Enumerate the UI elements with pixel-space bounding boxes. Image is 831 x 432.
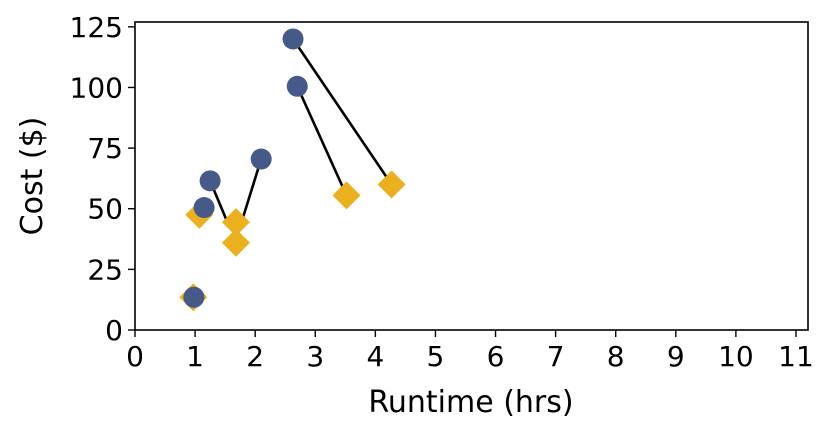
connector-lines xyxy=(208,38,393,222)
circle-marker xyxy=(286,75,308,97)
circle-marker xyxy=(183,286,205,308)
x-tick-label: 9 xyxy=(667,340,685,373)
y-tick-label: 25 xyxy=(87,253,123,286)
x-tick-label: 1 xyxy=(186,340,204,373)
x-tick-label: 6 xyxy=(487,340,505,373)
y-tick-label: 75 xyxy=(87,132,123,165)
x-tick-label: 11 xyxy=(778,340,814,373)
circle-marker xyxy=(282,28,304,50)
x-tick-label: 3 xyxy=(306,340,324,373)
circle-marker xyxy=(193,197,215,219)
y-axis-label: Cost ($) xyxy=(15,117,50,236)
circle-marker xyxy=(250,148,272,170)
x-axis-label: Runtime (hrs) xyxy=(368,385,573,420)
y-tick-label: 125 xyxy=(70,11,123,44)
x-tick-label: 2 xyxy=(246,340,264,373)
x-tick-label: 10 xyxy=(718,340,754,373)
y-tick-label: 0 xyxy=(105,314,123,347)
x-tick-label: 8 xyxy=(607,340,625,373)
y-axis-ticks: 0 25 50 75 100 125 xyxy=(70,11,135,347)
circle-marker xyxy=(199,170,221,192)
x-tick-label: 5 xyxy=(427,340,445,373)
diamond-marker xyxy=(332,181,361,210)
connector-line xyxy=(291,38,393,186)
x-tick-label: 7 xyxy=(547,340,565,373)
data-markers xyxy=(179,28,406,312)
x-tick-label: 0 xyxy=(126,340,144,373)
x-axis-ticks: 0 1 2 3 4 5 6 7 8 9 10 11 xyxy=(126,330,814,373)
diamond-marker xyxy=(221,208,250,237)
connector-line xyxy=(296,85,348,196)
x-tick-label: 4 xyxy=(366,340,384,373)
connector-line xyxy=(240,158,263,222)
y-tick-label: 50 xyxy=(87,193,123,226)
plot-frame xyxy=(134,21,809,331)
diamond-marker xyxy=(221,228,250,257)
y-tick-label: 100 xyxy=(70,71,123,104)
diamond-marker xyxy=(377,170,406,199)
